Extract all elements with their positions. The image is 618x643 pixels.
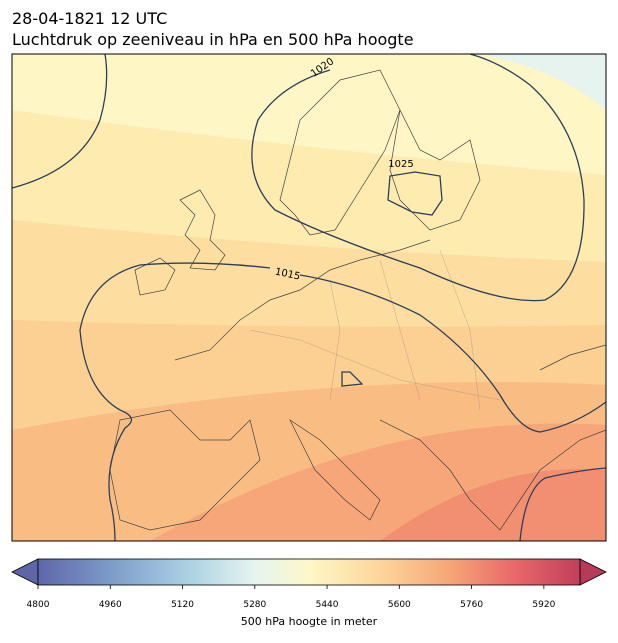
isobar <box>387 171 443 216</box>
coastline <box>289 418 381 521</box>
colorbar-tick-label: 5440 <box>316 600 339 610</box>
colorbar-tick-label: 5760 <box>460 600 483 610</box>
map-band <box>480 54 606 110</box>
coastline <box>109 409 261 531</box>
colorbar <box>11 558 607 586</box>
colorbar-label: 500 hPa hoogte in meter <box>241 615 378 628</box>
coastline <box>389 108 481 231</box>
colorbar-tick-label: 5120 <box>171 600 194 610</box>
borders <box>249 249 501 411</box>
colorbar-extend-min <box>11 558 39 586</box>
colorbar-extend-max <box>579 558 607 586</box>
colorbar-body <box>37 558 581 586</box>
isobar <box>299 274 606 433</box>
map-band <box>380 468 606 541</box>
isobar <box>341 371 364 387</box>
colorbar-tick-label: 5920 <box>532 600 555 610</box>
map: 1020 1025 1015 <box>12 54 606 541</box>
coastline <box>279 69 401 236</box>
colorbar-tick-label: 5280 <box>243 600 266 610</box>
contour-label: 1015 <box>274 267 301 283</box>
contour-label: 1025 <box>388 159 413 170</box>
colorbar-tick-label: 4960 <box>99 600 122 610</box>
map-frame <box>11 53 607 542</box>
coastline <box>174 239 431 361</box>
coastline <box>179 189 226 271</box>
isobar <box>79 262 271 541</box>
colorbar-tick-label: 5600 <box>388 600 411 610</box>
isobar <box>251 54 585 302</box>
coastline <box>539 344 606 371</box>
isobar <box>519 467 606 541</box>
isobar <box>12 54 108 189</box>
coastline <box>379 419 606 531</box>
coastline <box>134 257 176 296</box>
subtitle: Luchtdruk op zeeniveau in hPa en 500 hPa… <box>12 30 414 49</box>
coastlines <box>109 69 606 531</box>
title: 28-04-1821 12 UTC <box>12 9 167 28</box>
colorbar-tick-label: 4800 <box>27 600 50 610</box>
isobars <box>12 54 606 541</box>
